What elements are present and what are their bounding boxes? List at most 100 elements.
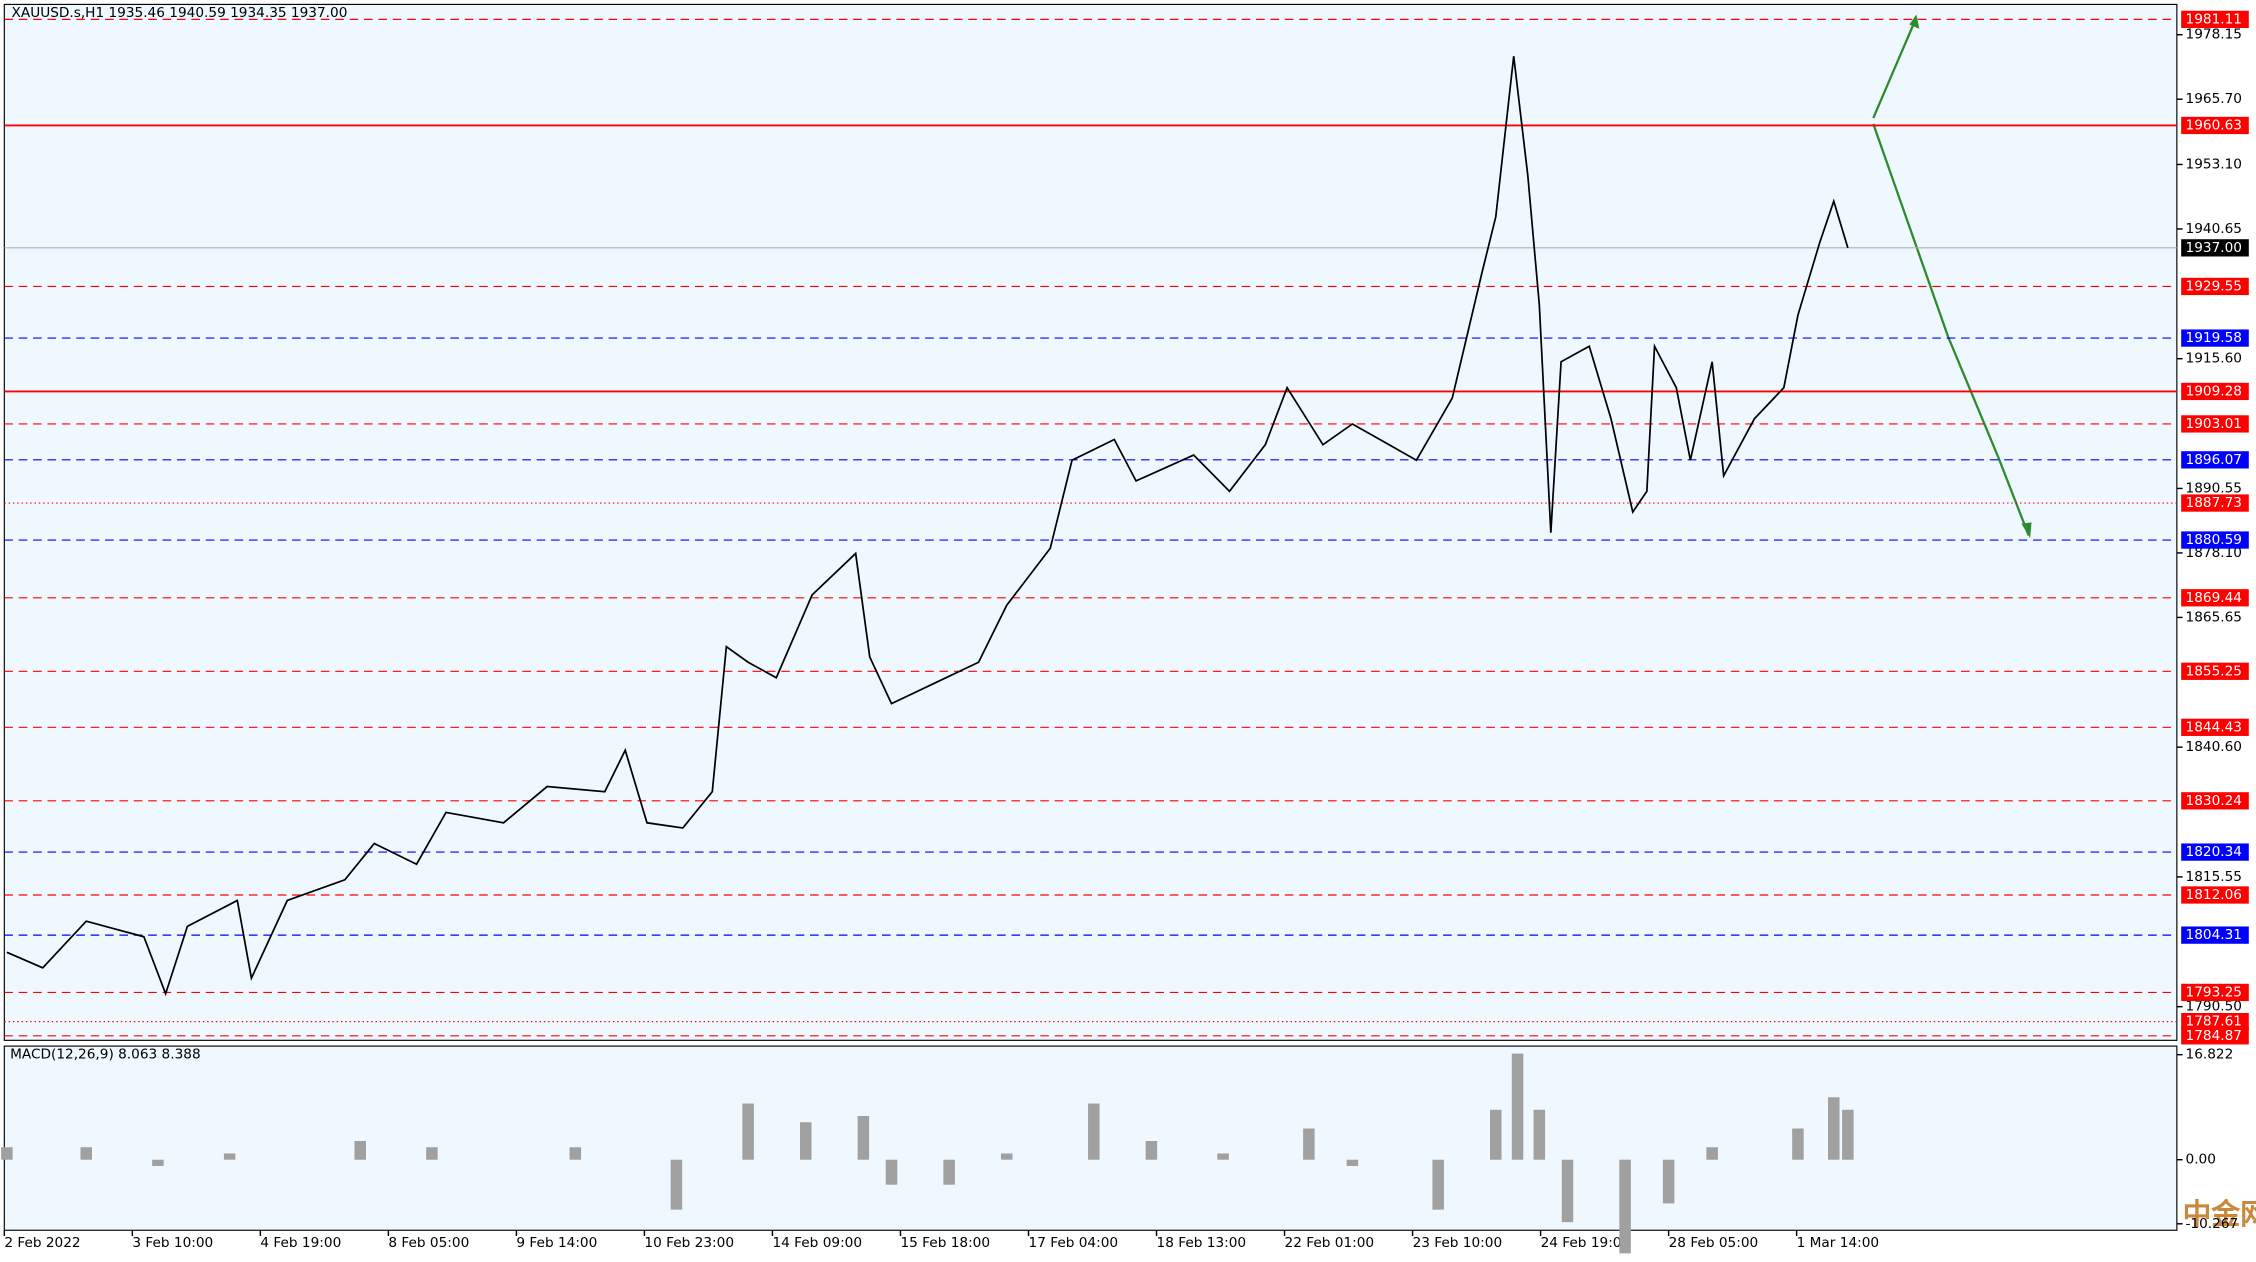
- macd-bar: [152, 1159, 164, 1166]
- forecast-arrows: [1872, 14, 2032, 539]
- level-tag: [2181, 382, 2249, 401]
- watermark: 中金网: [2183, 1197, 2256, 1231]
- macd-bar: [885, 1159, 898, 1185]
- macd-tick-label: 0.00: [2186, 1152, 2216, 1168]
- level-label: 1937.00: [2186, 240, 2242, 256]
- level-label: 1880.59: [2186, 532, 2242, 548]
- level-tag: [2181, 415, 2249, 433]
- macd-label: MACD(12,26,9) 8.063 8.388: [10, 1047, 201, 1063]
- macd-bar: [1, 1147, 13, 1160]
- macd-bar: [1000, 1153, 1013, 1160]
- macd-bar: [1561, 1159, 1574, 1223]
- chart-title: XAUUSD.s,H1 1935.46 1940.59 1934.35 1937…: [12, 5, 348, 21]
- level-label: 1919.58: [2186, 330, 2242, 346]
- macd-bar: [223, 1153, 236, 1160]
- x-tick-label: 17 Feb 04:00: [1029, 1235, 1119, 1251]
- price-line: [6, 56, 1849, 997]
- macd-bar: [857, 1116, 870, 1160]
- level-tag: [2181, 277, 2249, 296]
- y-tick-label: 1840.60: [2186, 739, 2242, 755]
- level-tag: [2181, 531, 2249, 549]
- macd-bar: [426, 1147, 438, 1160]
- level-tag: [2181, 886, 2249, 904]
- x-tick-label: 9 Feb 14:00: [516, 1235, 597, 1251]
- x-tick-label: 28 Feb 05:00: [1669, 1235, 1759, 1251]
- macd-tick-label: -10.267: [2186, 1216, 2239, 1232]
- level-label: 1896.07: [2186, 452, 2242, 468]
- level-label: 1820.34: [2186, 844, 2242, 860]
- level-tag: [2181, 983, 2249, 1002]
- y-tick-label: 1915.60: [2186, 351, 2242, 367]
- level-tag: [2181, 116, 2249, 135]
- level-label: 1929.55: [2186, 278, 2242, 294]
- level-label: 1981.11: [2186, 11, 2242, 27]
- x-tick-label: 24 Feb 19:00: [1541, 1235, 1631, 1251]
- level-label: 1855.25: [2186, 663, 2242, 679]
- macd-bar: [1490, 1109, 1502, 1160]
- x-tick-label: 15 Feb 18:00: [900, 1235, 990, 1251]
- macd-bar: [1662, 1159, 1675, 1204]
- macd-bar: [1088, 1103, 1100, 1160]
- level-tag: [2181, 451, 2249, 469]
- x-tick-label: 2 Feb 2022: [4, 1235, 80, 1251]
- macd-bar: [1792, 1128, 1804, 1160]
- level-tag: [2181, 494, 2249, 512]
- x-tick-label: 14 Feb 09:00: [772, 1235, 862, 1251]
- level-label: 1903.01: [2186, 416, 2242, 432]
- y-tick-label: 1940.65: [2186, 221, 2242, 237]
- macd-bar: [80, 1147, 93, 1160]
- macd-bar: [1706, 1147, 1718, 1160]
- level-tag: [2181, 926, 2249, 944]
- level-label: 1887.73: [2186, 495, 2242, 511]
- level-tag: [2181, 662, 2249, 680]
- y-tick-label: 1953.10: [2186, 156, 2242, 172]
- level-tag: [2181, 10, 2249, 29]
- level-label: 1812.06: [2186, 887, 2242, 903]
- macd-bar: [742, 1103, 754, 1160]
- level-tag: [2181, 239, 2249, 257]
- level-tag: [2181, 1013, 2249, 1031]
- level-tag: [2181, 718, 2249, 736]
- y-tick-label: 1878.10: [2186, 545, 2242, 561]
- level-label: 1787.61: [2186, 1014, 2242, 1030]
- macd-bar: [569, 1147, 582, 1160]
- macd-bar: [1619, 1159, 1631, 1254]
- level-label: 1844.43: [2186, 719, 2242, 735]
- x-tick-label: 23 Feb 10:00: [1413, 1235, 1503, 1251]
- y-tick-label: 1978.15: [2186, 27, 2242, 43]
- x-tick-label: 4 Feb 19:00: [260, 1235, 341, 1251]
- macd-bar: [943, 1159, 955, 1185]
- macd-bar: [1432, 1159, 1444, 1210]
- x-tick-label: 22 Feb 01:00: [1285, 1235, 1375, 1251]
- x-tick-label: 3 Feb 10:00: [132, 1235, 213, 1251]
- macd-bar: [1511, 1053, 1524, 1160]
- level-label: 1869.44: [2186, 590, 2242, 606]
- level-tag: [2181, 329, 2249, 347]
- level-label: 1804.31: [2186, 927, 2242, 943]
- level-label: 1793.25: [2186, 984, 2242, 1000]
- macd-bar: [670, 1159, 683, 1210]
- x-tick-label: 18 Feb 13:00: [1157, 1235, 1247, 1251]
- y-tick-label: 1815.55: [2186, 869, 2242, 885]
- macd-tick-label: 16.822: [2186, 1047, 2234, 1063]
- level-label: 1960.63: [2186, 117, 2242, 133]
- level-tag: [2181, 843, 2249, 861]
- macd-bar: [1533, 1109, 1546, 1160]
- y-tick-label: 1865.65: [2186, 609, 2242, 625]
- x-tick-label: 8 Feb 05:00: [388, 1235, 469, 1251]
- macd-bar: [354, 1140, 366, 1160]
- y-tick-label: 1890.55: [2186, 480, 2242, 496]
- level-label: 1830.24: [2186, 793, 2242, 809]
- macd-bar: [1346, 1159, 1359, 1166]
- macd-bar: [1842, 1109, 1854, 1160]
- macd-bar: [1145, 1140, 1158, 1160]
- level-label: 1909.28: [2186, 383, 2242, 399]
- level-tag: [2181, 792, 2249, 810]
- macd-bar: [1303, 1128, 1315, 1160]
- x-tick-label: 1 Mar 14:00: [1797, 1235, 1880, 1251]
- level-label: 1784.87: [2186, 1028, 2242, 1044]
- y-tick-label: 1965.70: [2186, 91, 2242, 107]
- macd-bar: [799, 1122, 812, 1160]
